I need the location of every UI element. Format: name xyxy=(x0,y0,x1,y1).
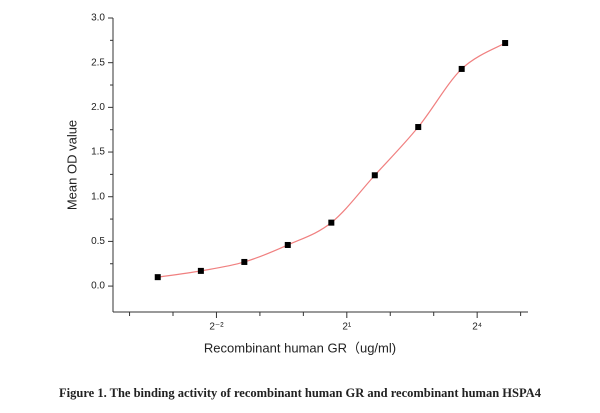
point xyxy=(154,274,161,281)
fit-curve xyxy=(157,42,506,278)
x-tick-label: 2⁴ xyxy=(472,322,482,333)
y-tick-label: 0.5 xyxy=(91,236,105,247)
x-tick-label: 2⁻² xyxy=(209,322,224,333)
point xyxy=(197,267,204,274)
point xyxy=(241,258,248,265)
point xyxy=(328,219,335,226)
point xyxy=(284,241,291,248)
point xyxy=(502,40,509,47)
point xyxy=(415,124,422,131)
x-tick-label: 2¹ xyxy=(342,322,352,333)
point xyxy=(371,172,378,179)
y-tick-label: 1.0 xyxy=(91,191,105,202)
point xyxy=(458,65,465,72)
y-tick-label: 0.0 xyxy=(91,281,105,292)
y-tick-label: 2.0 xyxy=(91,102,105,113)
y-tick-label: 2.5 xyxy=(91,57,105,68)
y-axis-label: Mean OD value xyxy=(64,120,79,210)
y-tick-label: 3.0 xyxy=(91,13,105,24)
x-axis-label: Recombinant human GR（ug/ml) xyxy=(204,340,396,355)
y-tick-label: 1.5 xyxy=(91,147,105,158)
caption: Figure 1. The binding activity of recomb… xyxy=(59,386,542,400)
